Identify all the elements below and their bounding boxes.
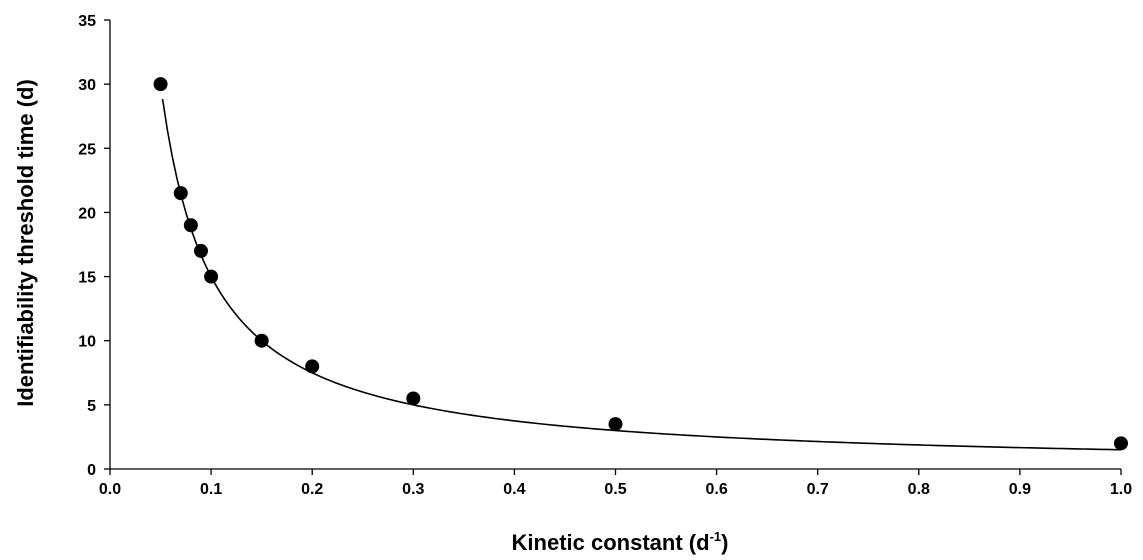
data-point [153, 77, 168, 92]
data-point [406, 391, 421, 406]
y-tick-label: 35 [78, 13, 96, 30]
x-tick-label: 0.1 [200, 481, 222, 498]
x-tick-label: 0.9 [1009, 481, 1031, 498]
data-point [608, 417, 623, 432]
x-tick-label: 0.0 [99, 481, 121, 498]
trendline [161, 98, 1122, 451]
data-point [204, 269, 219, 284]
data-point [1114, 436, 1128, 451]
x-tick-label: 0.2 [301, 481, 323, 498]
x-tick-label: 0.6 [705, 481, 727, 498]
y-tick-label: 30 [78, 77, 96, 94]
data-point [193, 243, 208, 258]
data-point [173, 186, 188, 201]
data-point [183, 218, 198, 233]
y-tick-label: 10 [78, 334, 96, 351]
x-tick-label: 0.4 [503, 481, 525, 498]
y-tick-label: 20 [78, 205, 96, 222]
data-point [254, 333, 269, 348]
x-tick-label: 0.7 [807, 481, 829, 498]
y-tick-label: 15 [78, 270, 96, 287]
y-tick-label: 0 [87, 462, 96, 479]
x-tick-label: 0.8 [908, 481, 930, 498]
y-tick-label: 25 [78, 141, 96, 158]
x-tick-label: 0.3 [402, 481, 424, 498]
axes [104, 19, 1122, 475]
x-tick-labels: 0.0 0.1 0.2 0.3 0.4 0.5 0.6 0.7 0.8 0.9 1.0 [99, 481, 1132, 498]
data-points [153, 77, 1128, 451]
x-tick-label: 1.0 [1110, 481, 1132, 498]
y-tick-label: 5 [87, 398, 96, 415]
y-tick-labels: 0 5 10 15 20 25 30 35 [78, 13, 96, 479]
y-axis-title: Identifiability threshold time (d) [13, 79, 38, 407]
x-axis-title: Kinetic constant (d-1) [512, 529, 729, 555]
data-point [305, 359, 320, 374]
x-tick-label: 0.5 [604, 481, 626, 498]
